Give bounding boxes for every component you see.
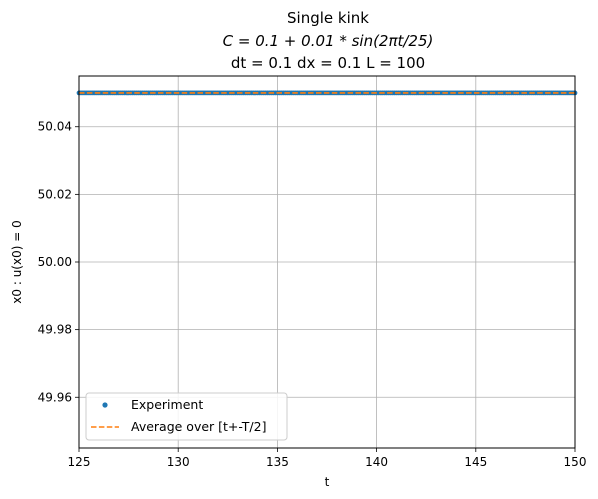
x-tick-label: 125	[68, 455, 91, 469]
series-layer	[76, 90, 578, 96]
y-tick-label: 50.02	[38, 187, 72, 201]
x-axis-label: t	[325, 475, 330, 489]
legend-marker-experiment	[102, 402, 108, 408]
chart-title: Single kink	[287, 9, 369, 27]
y-tick-label: 50.04	[38, 120, 72, 134]
x-tick-label: 135	[266, 455, 289, 469]
y-tick-label: 49.96	[38, 390, 72, 404]
y-tick-label: 50.00	[38, 255, 72, 269]
legend-label-experiment: Experiment	[131, 397, 203, 412]
y-axis-label: x0 : u(x0) = 0	[10, 220, 24, 303]
legend-box	[85, 392, 288, 441]
y-tick-label: 49.98	[38, 323, 72, 337]
x-tick-label: 140	[365, 455, 388, 469]
x-tick-label: 145	[464, 455, 487, 469]
grid-lines	[78, 76, 576, 448]
legend-label-average: Average over [t+-T/2]	[131, 419, 266, 434]
legend: Experiment Average over [t+-T/2]	[85, 392, 288, 441]
x-tick-label: 130	[167, 455, 190, 469]
chart-subtitle: dt = 0.1 dx = 0.1 L = 100	[231, 54, 425, 72]
axis-ticks: 125 130 135 140 145 150 49.96 49.98 50.00 50.02 50…	[38, 120, 587, 469]
x-tick-label: 150	[564, 455, 587, 469]
chart-title-equation: C = 0.1 + 0.01 * sin(2πt/25)	[223, 32, 434, 50]
